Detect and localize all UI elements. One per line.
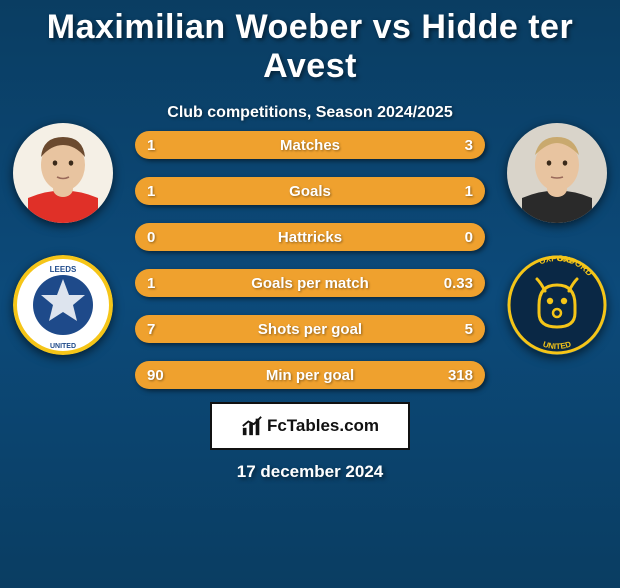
club-left-crest-svg: LEEDS UNITED xyxy=(13,255,113,355)
stat-label: Goals xyxy=(197,183,423,200)
date-text: 17 december 2024 xyxy=(0,462,620,482)
stat-left-value: 7 xyxy=(147,321,197,338)
stat-right-value: 0 xyxy=(423,229,473,246)
chart-icon xyxy=(241,415,263,437)
stat-right-value: 3 xyxy=(423,137,473,154)
stat-right-value: 5 xyxy=(423,321,473,338)
stat-label: Min per goal xyxy=(197,367,423,384)
stat-label: Hattricks xyxy=(197,229,423,246)
stat-label: Shots per goal xyxy=(197,321,423,338)
stat-left-value: 0 xyxy=(147,229,197,246)
player-right-avatar-svg xyxy=(507,123,607,223)
stat-label: Goals per match xyxy=(197,275,423,292)
player-right-avatar xyxy=(507,123,607,223)
stat-row: 1Matches3 xyxy=(135,131,485,159)
club-left-crest: LEEDS UNITED xyxy=(13,255,113,355)
stat-left-value: 1 xyxy=(147,275,197,292)
subtitle: Club competitions, Season 2024/2025 xyxy=(0,104,620,122)
stat-row: 1Goals per match0.33 xyxy=(135,269,485,297)
stat-right-value: 318 xyxy=(423,367,473,384)
player-left-avatar-svg xyxy=(13,123,113,223)
stat-row: 0Hattricks0 xyxy=(135,223,485,251)
fctables-logo: FcTables.com xyxy=(210,402,410,450)
club-right-crest: OXFORD OXFORD UNITED xyxy=(507,255,607,355)
stat-right-value: 1 xyxy=(423,183,473,200)
stat-row: 7Shots per goal5 xyxy=(135,315,485,343)
stat-label: Matches xyxy=(197,137,423,154)
stat-left-value: 1 xyxy=(147,137,197,154)
stat-left-value: 1 xyxy=(147,183,197,200)
page-title: Maximilian Woeber vs Hidde ter Avest xyxy=(0,8,620,86)
fctables-logo-text: FcTables.com xyxy=(267,416,379,436)
svg-text:LEEDS: LEEDS xyxy=(50,265,77,274)
stat-row: 1Goals1 xyxy=(135,177,485,205)
stat-right-value: 0.33 xyxy=(423,275,473,292)
stat-row: 90Min per goal318 xyxy=(135,361,485,389)
right-column: OXFORD OXFORD UNITED xyxy=(502,123,612,355)
svg-text:UNITED: UNITED xyxy=(50,343,76,350)
stat-left-value: 90 xyxy=(147,367,197,384)
player-left-avatar xyxy=(13,123,113,223)
club-right-crest-svg: OXFORD OXFORD UNITED xyxy=(507,255,607,355)
stats-rows: 1Matches31Goals10Hattricks01Goals per ma… xyxy=(135,131,485,389)
left-column: LEEDS UNITED xyxy=(8,123,118,355)
